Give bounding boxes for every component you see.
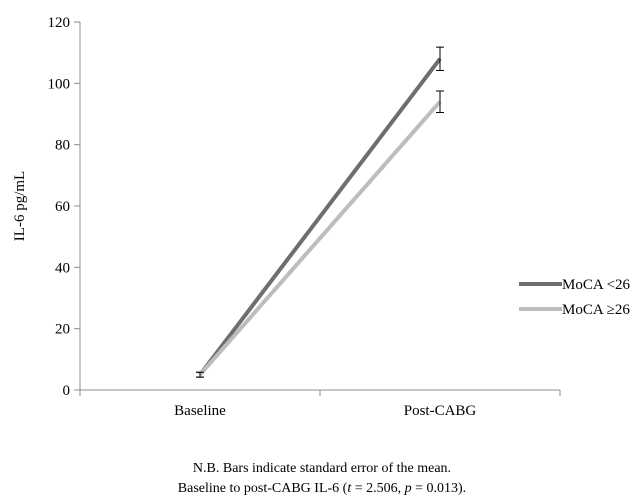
x-axis: Baseline Post-CABG <box>79 389 561 419</box>
y-tick-label: 60 <box>55 199 70 215</box>
legend: MoCA <26 MoCA ≥26 <box>519 277 631 318</box>
series-layer <box>196 46 444 378</box>
footnote-line-2: Baseline to post-CABG IL-6 (t = 2.506, p… <box>0 479 644 499</box>
y-tick-label: 100 <box>48 76 71 92</box>
y-axis-title: IL-6 pg/mL <box>12 171 28 241</box>
legend-label: MoCA ≥26 <box>562 302 630 318</box>
line-chart: 0 20 40 60 80 100 120 Baseline Post-CABG IL-6 p… <box>12 15 631 419</box>
footnote-line-1: N.B. Bars indicate standard error of the… <box>192 461 452 476</box>
y-axis: 0 20 40 60 80 100 120 <box>48 15 81 399</box>
y-tick-label: 20 <box>55 322 70 338</box>
y-tick-label: 0 <box>63 383 71 399</box>
y-tick-label: 80 <box>55 138 70 154</box>
footnote-prefix: Baseline to post-CABG IL-6 ( <box>177 481 348 496</box>
footnote-p-symbol: p <box>404 481 412 496</box>
series-line-0 <box>198 57 442 376</box>
footnote-p-value: = 0.013). <box>411 481 467 496</box>
y-tick-label: 40 <box>55 260 70 276</box>
footnote-t-value: = 2.506, <box>351 481 405 496</box>
y-tick-label: 120 <box>48 15 71 31</box>
x-tick-label: Post-CABG <box>404 403 477 419</box>
footnote-t-symbol: t <box>347 481 352 496</box>
series-line-1 <box>198 100 442 376</box>
legend-label: MoCA <26 <box>562 277 631 293</box>
x-tick-label: Baseline <box>174 403 226 419</box>
